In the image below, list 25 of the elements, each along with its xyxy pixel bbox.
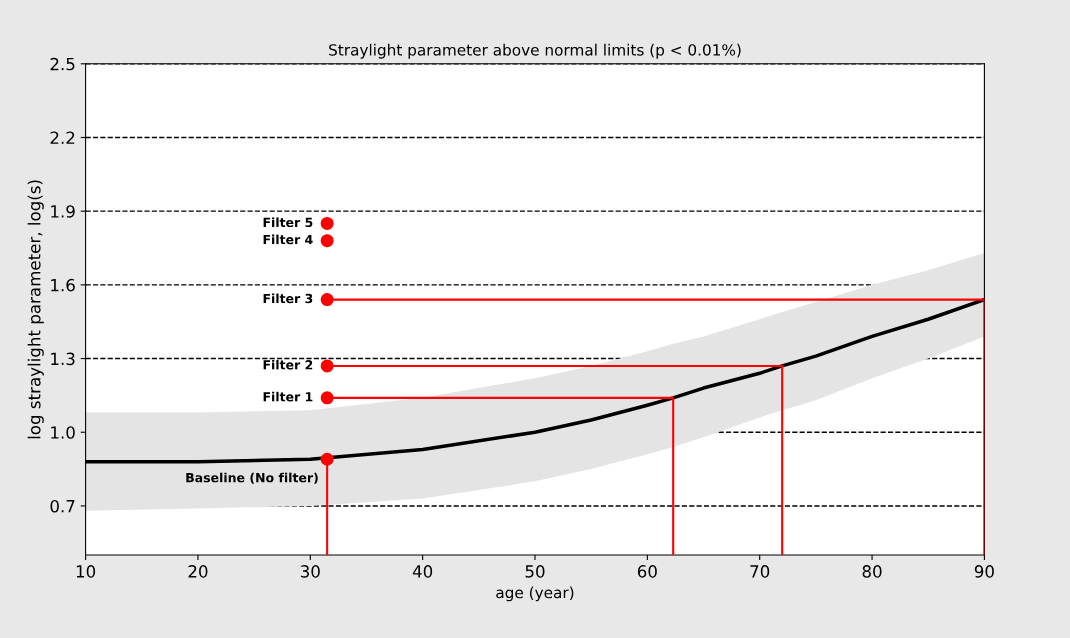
x-tick-label: 50 bbox=[525, 565, 545, 578]
y-tick-label: 2.5 bbox=[50, 57, 75, 71]
series-label: Filter 5 bbox=[263, 217, 313, 228]
chart-title: Straylight parameter above normal limits (p < 0.01%) bbox=[329, 43, 741, 59]
series-label: Filter 2 bbox=[263, 359, 313, 370]
y-tick-label: 0.7 bbox=[50, 499, 75, 513]
series-label: Filter 4 bbox=[263, 234, 313, 245]
x-tick-label: 40 bbox=[412, 565, 433, 578]
y-tick-label: 1.3 bbox=[51, 352, 75, 366]
y-tick-label: 1.9 bbox=[51, 205, 75, 218]
series-label: Filter 3 bbox=[263, 293, 313, 304]
x-tick-label: 10 bbox=[76, 565, 96, 578]
y-tick-label: 1.0 bbox=[51, 426, 75, 439]
y-tick-label: 1.6 bbox=[51, 278, 75, 292]
y-axis-title: log straylight parameter, log(s) bbox=[27, 180, 44, 439]
x-tick-label: 60 bbox=[637, 565, 657, 578]
x-axis-title: age (year) bbox=[496, 586, 574, 602]
x-tick-label: 90 bbox=[974, 565, 994, 578]
x-tick-label: 30 bbox=[300, 565, 320, 578]
y-tick-label: 2.2 bbox=[50, 131, 75, 144]
series-label: Filter 1 bbox=[263, 391, 313, 402]
series-label: Baseline (No filter) bbox=[186, 472, 318, 484]
x-tick-label: 20 bbox=[188, 565, 208, 578]
x-tick-label: 70 bbox=[750, 565, 770, 578]
x-tick-label: 80 bbox=[862, 565, 882, 578]
